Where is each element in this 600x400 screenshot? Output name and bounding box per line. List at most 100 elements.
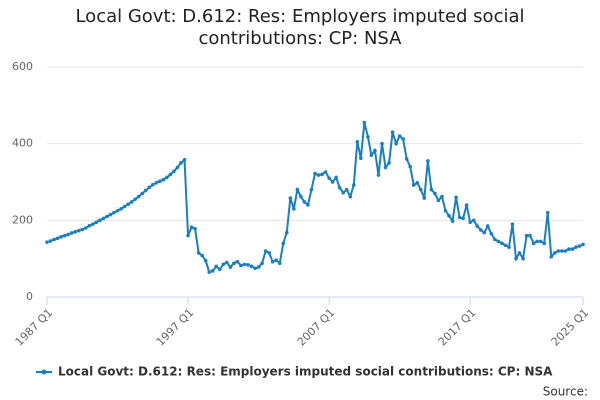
- point: [341, 190, 346, 195]
- point: [274, 258, 279, 263]
- point: [221, 262, 226, 267]
- point: [426, 159, 430, 163]
- point: [468, 220, 472, 225]
- point: [433, 191, 437, 196]
- point: [277, 261, 282, 266]
- point: [567, 247, 571, 251]
- point: [246, 263, 250, 267]
- point: [373, 148, 377, 153]
- point: [62, 233, 67, 238]
- point: [263, 249, 268, 253]
- point: [98, 218, 102, 223]
- point: [288, 196, 293, 200]
- point: [270, 259, 275, 264]
- series-line: [46, 122, 584, 274]
- point: [334, 175, 338, 180]
- point: [355, 139, 360, 144]
- point: [531, 241, 536, 246]
- point: [454, 195, 458, 200]
- point: [320, 172, 324, 177]
- x-tick-label: 2017 Q1: [436, 306, 479, 349]
- point: [59, 235, 63, 239]
- point: [397, 134, 402, 138]
- y-tick-label: 400: [12, 137, 33, 150]
- point: [242, 262, 247, 267]
- point: [143, 188, 148, 193]
- legend-marker: [41, 369, 47, 375]
- point: [574, 245, 578, 249]
- point: [507, 245, 511, 249]
- y-tick-label: 600: [12, 60, 33, 73]
- point: [210, 269, 215, 273]
- point: [292, 207, 296, 211]
- point: [232, 261, 236, 266]
- point: [545, 210, 550, 215]
- point: [115, 208, 120, 213]
- point: [168, 172, 173, 177]
- point: [281, 241, 286, 246]
- point: [108, 212, 113, 217]
- source: Source:: [543, 385, 588, 399]
- point: [302, 200, 307, 204]
- point: [239, 263, 243, 268]
- point: [408, 164, 413, 169]
- point: [225, 260, 229, 265]
- point: [182, 157, 187, 162]
- point: [369, 153, 374, 157]
- point: [390, 130, 395, 134]
- point: [200, 253, 204, 258]
- point: [489, 231, 494, 236]
- point: [175, 165, 180, 170]
- point: [119, 207, 123, 211]
- x-tick-label: 1997 Q1: [154, 306, 197, 349]
- point: [76, 228, 81, 233]
- point: [521, 256, 525, 261]
- point: [73, 230, 78, 234]
- point: [380, 141, 384, 146]
- x-tick-label: 1987 Q1: [13, 306, 56, 349]
- point: [478, 228, 483, 232]
- point: [55, 236, 60, 241]
- point: [154, 180, 159, 185]
- point: [249, 264, 254, 269]
- point: [69, 231, 74, 235]
- point: [306, 203, 310, 207]
- point: [260, 261, 264, 266]
- point: [556, 249, 561, 253]
- point: [214, 264, 219, 269]
- point: [383, 165, 388, 170]
- point: [362, 120, 367, 125]
- point: [577, 244, 582, 248]
- point: [348, 194, 353, 199]
- point: [570, 247, 575, 251]
- point: [471, 218, 476, 223]
- point: [535, 239, 539, 244]
- point: [253, 266, 257, 271]
- point: [101, 216, 106, 221]
- point: [203, 258, 208, 263]
- point: [440, 194, 444, 199]
- point: [83, 226, 88, 230]
- point: [387, 161, 391, 165]
- point: [235, 259, 240, 264]
- point: [493, 237, 497, 242]
- point: [105, 214, 109, 219]
- point: [418, 187, 423, 192]
- legend-label: Local Govt: D.612: Res: Employers impute…: [58, 365, 553, 379]
- point: [344, 187, 349, 192]
- point: [295, 187, 300, 192]
- point: [450, 219, 455, 223]
- point: [136, 194, 141, 199]
- point: [48, 239, 53, 243]
- point: [189, 225, 194, 230]
- point: [309, 187, 314, 192]
- point: [316, 173, 321, 177]
- point: [500, 241, 504, 246]
- point: [91, 222, 95, 226]
- point: [404, 157, 409, 161]
- point: [517, 251, 522, 255]
- point: [447, 213, 451, 218]
- point: [217, 267, 222, 272]
- point: [256, 265, 261, 269]
